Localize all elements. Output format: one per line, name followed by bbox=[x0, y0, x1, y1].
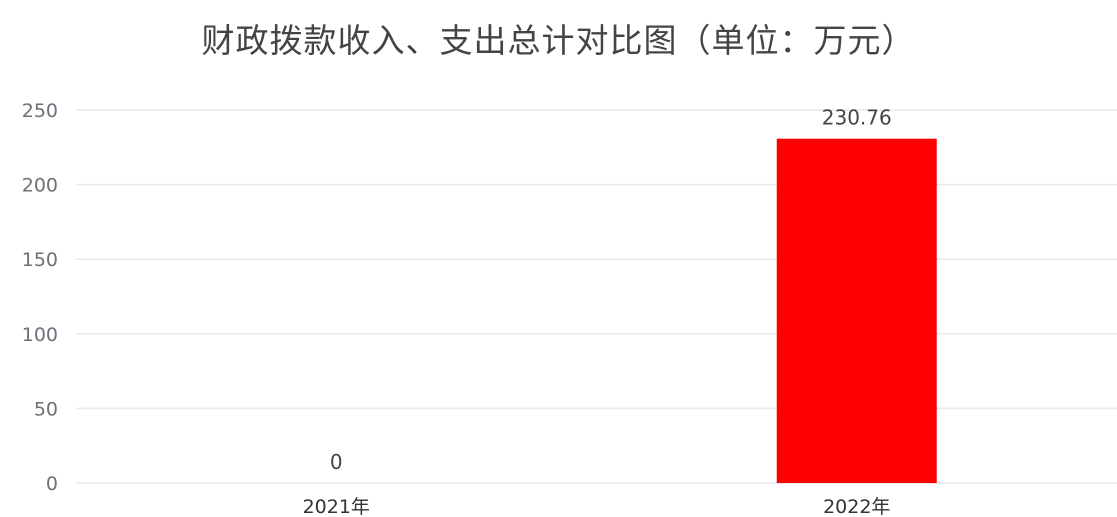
data-label: 0 bbox=[330, 450, 343, 474]
y-tick-label: 50 bbox=[34, 398, 58, 420]
x-axis: 2021年 2022年 bbox=[303, 496, 891, 517]
bars bbox=[776, 138, 937, 483]
x-tick-label: 2021年 bbox=[303, 496, 370, 517]
grid-layer bbox=[76, 109, 1117, 484]
y-axis: 0 50 100 150 200 250 bbox=[22, 100, 58, 495]
bar bbox=[776, 138, 937, 483]
y-tick-label: 250 bbox=[22, 100, 58, 122]
data-labels: 0 230.76 bbox=[330, 106, 892, 474]
y-tick-label: 200 bbox=[22, 175, 58, 197]
y-tick-label: 100 bbox=[22, 324, 58, 346]
chart-title: 财政拨款收入、支出总计对比图（单位：万元） bbox=[201, 21, 916, 60]
x-tick-label: 2022年 bbox=[823, 496, 890, 517]
data-label: 230.76 bbox=[822, 106, 892, 130]
y-tick-label: 150 bbox=[22, 249, 58, 271]
y-tick-label: 0 bbox=[46, 473, 58, 495]
